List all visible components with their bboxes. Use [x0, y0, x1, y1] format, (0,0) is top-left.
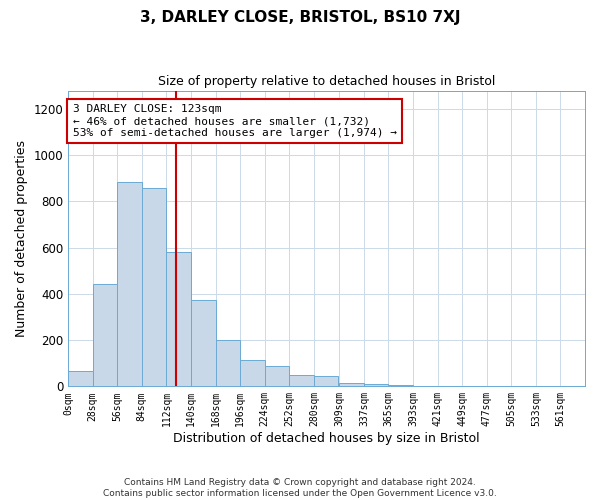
Bar — [314, 376, 338, 386]
Bar — [142, 188, 166, 386]
Text: 3, DARLEY CLOSE, BRISTOL, BS10 7XJ: 3, DARLEY CLOSE, BRISTOL, BS10 7XJ — [140, 10, 460, 25]
Bar — [340, 383, 364, 386]
Bar — [364, 384, 388, 386]
Text: Contains HM Land Registry data © Crown copyright and database right 2024.
Contai: Contains HM Land Registry data © Crown c… — [103, 478, 497, 498]
Y-axis label: Number of detached properties: Number of detached properties — [15, 140, 28, 337]
Title: Size of property relative to detached houses in Bristol: Size of property relative to detached ho… — [158, 75, 495, 88]
Bar — [166, 252, 191, 386]
Bar — [93, 284, 118, 387]
Bar — [265, 366, 289, 386]
Bar — [191, 300, 215, 386]
Bar — [68, 372, 93, 386]
Bar — [289, 375, 314, 386]
Bar — [118, 182, 142, 386]
Text: 3 DARLEY CLOSE: 123sqm
← 46% of detached houses are smaller (1,732)
53% of semi-: 3 DARLEY CLOSE: 123sqm ← 46% of detached… — [73, 104, 397, 138]
Bar — [215, 340, 240, 386]
X-axis label: Distribution of detached houses by size in Bristol: Distribution of detached houses by size … — [173, 432, 480, 445]
Bar — [388, 385, 413, 386]
Bar — [240, 360, 265, 386]
